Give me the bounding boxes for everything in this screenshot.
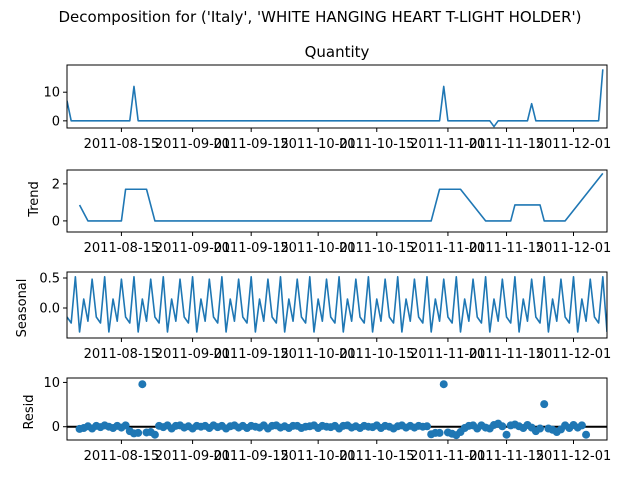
resid-point (502, 430, 511, 439)
resid-point (536, 424, 545, 433)
trend-series-line (78, 172, 604, 222)
resid-point (134, 428, 143, 437)
resid-ylabel: Resid (22, 394, 37, 429)
resid-point (582, 430, 591, 439)
resid-xtick-label: 2011-12-01 (536, 449, 612, 464)
resid-xtick-label: 2011-08-15 (84, 449, 160, 464)
seasonal-plot-area (67, 275, 607, 333)
observed-xtick-label: 2011-12-01 (536, 137, 612, 152)
resid-axes-frame (66, 377, 608, 441)
resid-point (150, 430, 159, 439)
seasonal-ytick-label: 0.5 (39, 272, 60, 287)
observed-xtick-label: 2011-09-01 (155, 137, 231, 152)
seasonal-xtick-label: 2011-09-15 (213, 347, 289, 362)
seasonal-ytick-label: 0.0 (39, 302, 60, 317)
resid-xtick-label: 2011-10-15 (339, 449, 415, 464)
resid-point (498, 422, 507, 431)
seasonal-xtick-label: 2011-11-15 (469, 347, 545, 362)
resid-plot-area (67, 380, 607, 440)
trend-axes-frame (66, 169, 608, 233)
observed-series-line (67, 69, 604, 128)
seasonal-axes-frame (66, 271, 608, 339)
seasonal-xtick-label: 2011-11-01 (410, 347, 486, 362)
trend-ytick-label: 0 (52, 214, 60, 229)
figure-suptitle: Decomposition for ('Italy', 'WHITE HANGI… (58, 8, 581, 26)
resid-point (439, 380, 448, 389)
observed-panel: 0102011-08-152011-09-012011-09-152011-10… (43, 64, 612, 152)
observed-xtick-label: 2011-10-01 (280, 137, 356, 152)
seasonal-xtick-label: 2011-12-01 (536, 347, 612, 362)
resid-ytick-label: 10 (43, 376, 60, 391)
resid-xtick-label: 2011-11-01 (410, 449, 486, 464)
observed-plot-area (67, 69, 604, 128)
resid-ytick-label: 0 (52, 420, 60, 435)
observed-ytick-label: 0 (52, 114, 60, 129)
seasonal-panel: 0.00.52011-08-152011-09-012011-09-152011… (39, 271, 612, 362)
observed-xtick-label: 2011-11-15 (469, 137, 545, 152)
trend-panel: 022011-08-152011-09-012011-09-152011-10-… (52, 169, 612, 256)
trend-ylabel: Trend (27, 181, 42, 218)
resid-point (435, 428, 444, 437)
resid-xtick-label: 2011-09-01 (155, 449, 231, 464)
trend-ytick-label: 2 (52, 177, 60, 192)
resid-xtick-label: 2011-09-15 (213, 449, 289, 464)
seasonal-xtick-label: 2011-09-01 (155, 347, 231, 362)
seasonal-xtick-label: 2011-10-15 (339, 347, 415, 362)
trend-xtick-label: 2011-11-15 (469, 241, 545, 256)
observed-xtick-label: 2011-09-15 (213, 137, 289, 152)
observed-axes-frame (66, 64, 608, 129)
resid-point (540, 400, 549, 409)
observed-xtick-label: 2011-11-01 (410, 137, 486, 152)
resid-point (121, 421, 130, 430)
trend-xtick-label: 2011-10-01 (280, 241, 356, 256)
resid-point (138, 380, 147, 389)
trend-xtick-label: 2011-08-15 (84, 241, 160, 256)
seasonal-ylabel: Seasonal (15, 279, 30, 338)
plot-panels: 0102011-08-152011-09-012011-09-152011-10… (39, 64, 612, 464)
seasonal-series-line (67, 275, 607, 333)
trend-plot-area (78, 172, 604, 222)
observed-xtick-label: 2011-08-15 (84, 137, 160, 152)
trend-xtick-label: 2011-09-15 (213, 241, 289, 256)
trend-xtick-label: 2011-09-01 (155, 241, 231, 256)
trend-xtick-label: 2011-11-01 (410, 241, 486, 256)
resid-panel: 0102011-08-152011-09-012011-09-152011-10… (43, 376, 611, 464)
resid-xtick-label: 2011-11-15 (469, 449, 545, 464)
observed-ytick-label: 10 (43, 86, 60, 101)
seasonal-xtick-label: 2011-10-01 (280, 347, 356, 362)
seasonal-xtick-label: 2011-08-15 (84, 347, 160, 362)
resid-point (423, 422, 431, 431)
observed-panel-title: Quantity (305, 43, 370, 61)
resid-point (577, 421, 586, 430)
resid-xtick-label: 2011-10-01 (280, 449, 356, 464)
trend-xtick-label: 2011-12-01 (536, 241, 612, 256)
trend-xtick-label: 2011-10-15 (339, 241, 415, 256)
observed-xtick-label: 2011-10-15 (339, 137, 415, 152)
